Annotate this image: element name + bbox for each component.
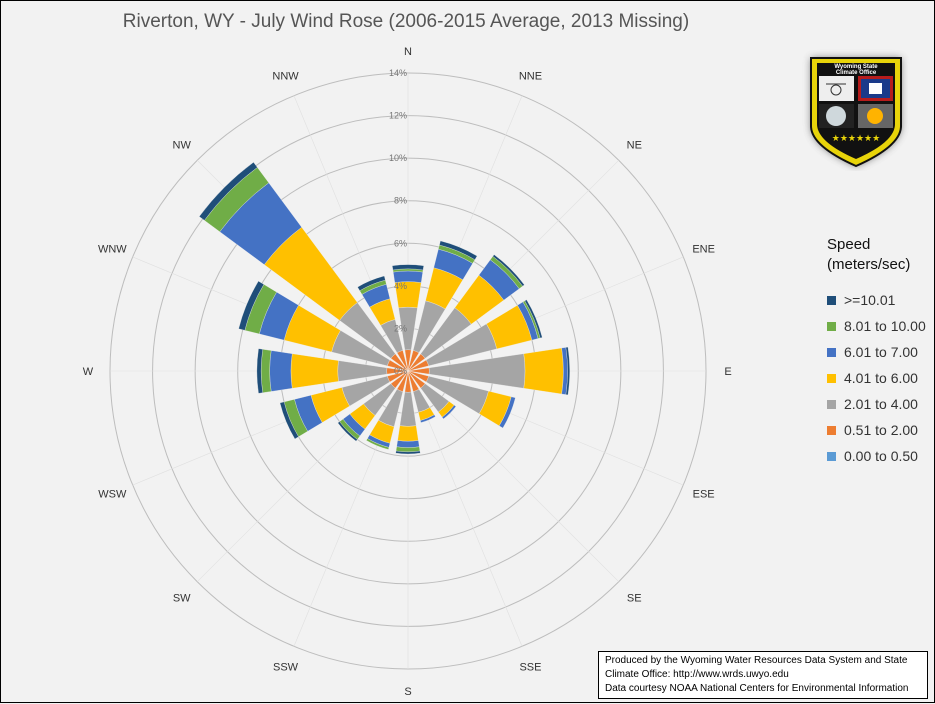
direction-label-ne: NE [627,140,642,152]
radial-tick-label: 2% [394,323,407,333]
credits-line2: Climate Office: http://www.wrds.uwyo.edu [605,669,789,680]
direction-label-nne: NNE [519,70,542,82]
direction-label-sse: SSE [519,662,541,674]
legend-swatch [827,451,836,461]
sector-ene-ge10 [524,299,543,339]
radial-tick-label: 4% [394,281,407,291]
direction-label-wsw: WSW [98,488,127,500]
legend-label: 0.51 to 2.00 [844,422,918,438]
logo-stars: ★★★★★★ [832,134,880,144]
chart-title: Riverton, WY - July Wind Rose (2006-2015… [122,11,690,32]
sector-s-s6_7 [396,440,420,448]
legend-label: 4.01 to 6.00 [844,370,918,386]
radial-tick-labels: 0% 2% 4% 6% 8% 10% 12% 14% [389,68,407,376]
direction-label-w: W [83,366,94,378]
legend-label: 6.01 to 7.00 [844,344,918,360]
direction-label-e: E [724,366,731,378]
direction-label-nw: NW [173,140,192,152]
sector-nne-ge10 [439,240,478,260]
legend-swatch [827,321,836,331]
legend-item: 0.51 to 2.00 [827,417,932,443]
radial-tick-label: 12% [389,111,407,121]
speed-legend: Speed (meters/sec) >=10.01 8.01 to 10.00… [827,235,932,469]
legend-swatch [827,347,836,357]
sector-s-ge10 [395,450,421,455]
sector-e-s4_6 [523,347,564,395]
direction-label-sw: SW [173,592,191,604]
legend-label: >=10.01 [844,292,896,308]
radial-tick-label: 10% [389,153,407,163]
direction-label-ssw: SSW [273,662,299,674]
legend-title-line1: Speed [827,236,871,253]
legend-item: 2.01 to 4.00 [827,391,932,417]
direction-labels: N NNE NE ENE E ESE SE SSE S SSW SW WSW W WNW NW NNW [83,46,732,698]
sector-s-s8_10 [395,446,421,453]
legend-label: 0.00 to 0.50 [844,448,918,464]
legend-item: 6.01 to 7.00 [827,339,932,365]
legend-swatch [827,399,836,409]
radial-tick-label: 0% [394,366,407,376]
direction-label-nnw: NNW [272,70,299,82]
sector-ssw-s8_10 [366,438,390,450]
direction-label-s: S [404,686,411,698]
wind-rose-plot: 0%2%4%6%8%10%12%14% NNNENEENEEESESESSESS… [83,46,732,698]
radial-tick-label: 6% [394,238,407,248]
legend-items: >=10.01 8.01 to 10.00 6.01 to 7.00 4.01 … [827,287,932,469]
radial-tick-label: 8% [394,196,407,206]
sector-wnw-ge10 [238,280,265,331]
radial-tick-label: 14% [389,68,407,78]
legend-title: Speed (meters/sec) [827,235,932,275]
sector-w-s6_7 [269,350,293,392]
sector-n-ge10 [392,264,424,271]
direction-label-n: N [404,46,412,58]
direction-label-wnw: WNW [98,244,127,256]
sector-ese-s6_7 [499,396,516,429]
sector-w-ge10 [256,348,263,394]
legend-title-line2: (meters/sec) [827,256,911,273]
legend-item: 8.01 to 10.00 [827,313,932,339]
logo-text-line1: Wyoming State [834,64,878,70]
credits-line1: Produced by the Wyoming Water Resources … [605,655,908,666]
legend-swatch [827,425,836,435]
sector-w-s4_6 [290,353,339,389]
sector-e-ge10 [565,346,570,396]
legend-swatch [827,373,836,383]
direction-label-ese: ESE [693,488,715,500]
legend-item: 4.01 to 6.00 [827,365,932,391]
sector-wsw-ge10 [279,401,299,440]
wind-sectors [199,162,570,455]
legend-item: >=10.01 [827,287,932,313]
sector-nw-ge10 [199,162,258,221]
legend-label: 2.01 to 4.00 [844,396,918,412]
legend-label: 8.01 to 10.00 [844,318,926,334]
legend-item: 0.00 to 0.50 [827,443,932,469]
direction-label-ene: ENE [692,244,715,256]
legend-swatch [827,295,836,305]
sector-sw-ge10 [337,421,358,442]
sector-s-s4_6 [397,425,419,442]
credits-line3: Data courtesy NOAA National Centers for … [605,683,909,694]
wyoming-climate-office-logo: Wyoming State Climate Office ★★★★★★ [810,57,902,168]
logo-text-line2: Climate Office [836,70,877,76]
sector-ne-ge10 [492,254,525,287]
sector-s-s2_4 [399,391,417,427]
sector-w-s8_10 [261,349,272,393]
credits-box: Produced by the Wyoming Water Resources … [598,651,928,699]
sector-sse-s6_7 [420,414,436,423]
direction-label-se: SE [627,592,642,604]
sector-se-s6_7 [441,404,457,420]
sector-nnw-ge10 [357,275,386,291]
